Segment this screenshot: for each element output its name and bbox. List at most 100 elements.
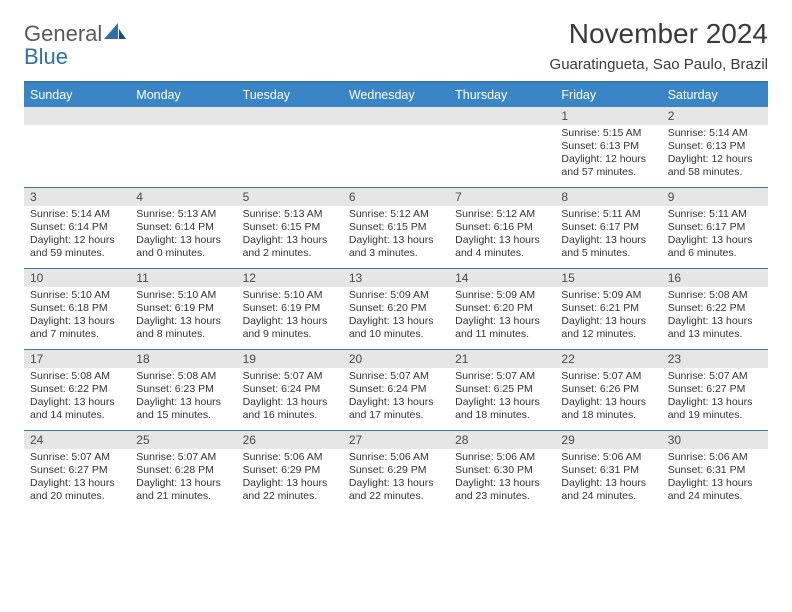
day-body: Sunrise: 5:10 AMSunset: 6:19 PMDaylight:… <box>130 287 236 349</box>
sunrise-line: Sunrise: 5:07 AM <box>243 370 337 383</box>
sunrise-line: Sunrise: 5:14 AM <box>30 208 124 221</box>
daylight-line: Daylight: 13 hours and 0 minutes. <box>136 234 230 260</box>
sunset-line: Sunset: 6:15 PM <box>349 221 443 234</box>
sunset-line: Sunset: 6:22 PM <box>668 302 762 315</box>
sunrise-line: Sunrise: 5:07 AM <box>349 370 443 383</box>
day-cell: 23Sunrise: 5:07 AMSunset: 6:27 PMDayligh… <box>662 350 768 430</box>
daylight-line: Daylight: 13 hours and 2 minutes. <box>243 234 337 260</box>
day-body: Sunrise: 5:12 AMSunset: 6:15 PMDaylight:… <box>343 206 449 268</box>
day-number: 2 <box>662 107 768 125</box>
daylight-line: Daylight: 13 hours and 8 minutes. <box>136 315 230 341</box>
sunset-line: Sunset: 6:31 PM <box>668 464 762 477</box>
day-body: Sunrise: 5:14 AMSunset: 6:13 PMDaylight:… <box>662 125 768 187</box>
daylight-line: Daylight: 13 hours and 4 minutes. <box>455 234 549 260</box>
day-cell: 1Sunrise: 5:15 AMSunset: 6:13 PMDaylight… <box>555 107 661 187</box>
day-body: Sunrise: 5:15 AMSunset: 6:13 PMDaylight:… <box>555 125 661 187</box>
sunrise-line: Sunrise: 5:08 AM <box>30 370 124 383</box>
day-body: Sunrise: 5:06 AMSunset: 6:29 PMDaylight:… <box>237 449 343 511</box>
sunrise-line: Sunrise: 5:10 AM <box>136 289 230 302</box>
day-number: 12 <box>237 269 343 287</box>
day-body: Sunrise: 5:13 AMSunset: 6:15 PMDaylight:… <box>237 206 343 268</box>
day-body: Sunrise: 5:06 AMSunset: 6:31 PMDaylight:… <box>555 449 661 511</box>
daylight-line: Daylight: 13 hours and 22 minutes. <box>243 477 337 503</box>
sunset-line: Sunset: 6:24 PM <box>349 383 443 396</box>
sunset-line: Sunset: 6:27 PM <box>30 464 124 477</box>
daylight-line: Daylight: 13 hours and 6 minutes. <box>668 234 762 260</box>
weekday-label: Wednesday <box>343 83 449 107</box>
daylight-line: Daylight: 13 hours and 13 minutes. <box>668 315 762 341</box>
day-number: 10 <box>24 269 130 287</box>
sunset-line: Sunset: 6:15 PM <box>243 221 337 234</box>
day-number: 1 <box>555 107 661 125</box>
sunrise-line: Sunrise: 5:06 AM <box>349 451 443 464</box>
sunrise-line: Sunrise: 5:06 AM <box>561 451 655 464</box>
day-cell: 28Sunrise: 5:06 AMSunset: 6:30 PMDayligh… <box>449 431 555 511</box>
sunrise-line: Sunrise: 5:15 AM <box>561 127 655 140</box>
day-body: Sunrise: 5:06 AMSunset: 6:30 PMDaylight:… <box>449 449 555 511</box>
sunrise-line: Sunrise: 5:12 AM <box>455 208 549 221</box>
day-number: 11 <box>130 269 236 287</box>
sunset-line: Sunset: 6:30 PM <box>455 464 549 477</box>
logo-word2: Blue <box>24 44 68 69</box>
daylight-line: Daylight: 13 hours and 24 minutes. <box>561 477 655 503</box>
day-cell: 24Sunrise: 5:07 AMSunset: 6:27 PMDayligh… <box>24 431 130 511</box>
sunrise-line: Sunrise: 5:08 AM <box>136 370 230 383</box>
day-cell <box>24 107 130 187</box>
day-body: Sunrise: 5:08 AMSunset: 6:23 PMDaylight:… <box>130 368 236 430</box>
header: General Blue November 2024 Guaratingueta… <box>24 18 768 81</box>
day-number: 6 <box>343 188 449 206</box>
day-number: 28 <box>449 431 555 449</box>
logo-word1: General <box>24 21 102 46</box>
daylight-line: Daylight: 13 hours and 15 minutes. <box>136 396 230 422</box>
day-number: 26 <box>237 431 343 449</box>
page-subtitle: Guaratingueta, Sao Paulo, Brazil <box>550 56 768 73</box>
sunset-line: Sunset: 6:18 PM <box>30 302 124 315</box>
day-body: Sunrise: 5:09 AMSunset: 6:21 PMDaylight:… <box>555 287 661 349</box>
sunset-line: Sunset: 6:27 PM <box>668 383 762 396</box>
daylight-line: Daylight: 13 hours and 9 minutes. <box>243 315 337 341</box>
sunset-line: Sunset: 6:20 PM <box>455 302 549 315</box>
weekday-header: SundayMondayTuesdayWednesdayThursdayFrid… <box>24 83 768 107</box>
day-cell: 19Sunrise: 5:07 AMSunset: 6:24 PMDayligh… <box>237 350 343 430</box>
day-body <box>343 125 449 187</box>
sunrise-line: Sunrise: 5:07 AM <box>455 370 549 383</box>
sunrise-line: Sunrise: 5:06 AM <box>455 451 549 464</box>
day-body: Sunrise: 5:09 AMSunset: 6:20 PMDaylight:… <box>449 287 555 349</box>
day-number: 18 <box>130 350 236 368</box>
daylight-line: Daylight: 13 hours and 20 minutes. <box>30 477 124 503</box>
daylight-line: Daylight: 13 hours and 24 minutes. <box>668 477 762 503</box>
day-body: Sunrise: 5:13 AMSunset: 6:14 PMDaylight:… <box>130 206 236 268</box>
sunset-line: Sunset: 6:20 PM <box>349 302 443 315</box>
day-number: 21 <box>449 350 555 368</box>
day-body: Sunrise: 5:06 AMSunset: 6:31 PMDaylight:… <box>662 449 768 511</box>
daylight-line: Daylight: 13 hours and 21 minutes. <box>136 477 230 503</box>
sunset-line: Sunset: 6:23 PM <box>136 383 230 396</box>
day-cell: 13Sunrise: 5:09 AMSunset: 6:20 PMDayligh… <box>343 269 449 349</box>
day-cell: 27Sunrise: 5:06 AMSunset: 6:29 PMDayligh… <box>343 431 449 511</box>
day-body <box>449 125 555 187</box>
sunrise-line: Sunrise: 5:10 AM <box>243 289 337 302</box>
day-body: Sunrise: 5:12 AMSunset: 6:16 PMDaylight:… <box>449 206 555 268</box>
daylight-line: Daylight: 13 hours and 16 minutes. <box>243 396 337 422</box>
day-cell: 17Sunrise: 5:08 AMSunset: 6:22 PMDayligh… <box>24 350 130 430</box>
week-row: 10 Sunrise: 5:10 AM Sunset: 6:18 PM Dayligh… <box>24 268 768 349</box>
sunrise-line: Sunrise: 5:06 AM <box>243 451 337 464</box>
sunset-line: Sunset: 6:25 PM <box>455 383 549 396</box>
day-cell <box>449 107 555 187</box>
day-number <box>24 107 130 125</box>
logo-text: General Blue <box>24 22 126 68</box>
daylight-line: Daylight: 13 hours and 3 minutes. <box>349 234 443 260</box>
daylight-line: Daylight: 13 hours and 18 minutes. <box>455 396 549 422</box>
sunset-line: Sunset: 6:14 PM <box>30 221 124 234</box>
sunset-line: Sunset: 6:13 PM <box>561 140 655 153</box>
week-row: 24Sunrise: 5:07 AMSunset: 6:27 PMDayligh… <box>24 430 768 511</box>
daylight-line: Daylight: 12 hours and 59 minutes. <box>30 234 124 260</box>
day-number <box>130 107 236 125</box>
day-cell: 12Sunrise: 5:10 AMSunset: 6:19 PMDayligh… <box>237 269 343 349</box>
sunrise-line: Sunrise: 5:11 AM <box>561 208 655 221</box>
day-body: Sunrise: 5:07 AMSunset: 6:24 PMDaylight:… <box>237 368 343 430</box>
sunrise-line: Sunrise: 5:07 AM <box>136 451 230 464</box>
sunrise-line: Sunrise: 5:12 AM <box>349 208 443 221</box>
day-number: 14 <box>449 269 555 287</box>
calendar: SundayMondayTuesdayWednesdayThursdayFrid… <box>24 81 768 511</box>
